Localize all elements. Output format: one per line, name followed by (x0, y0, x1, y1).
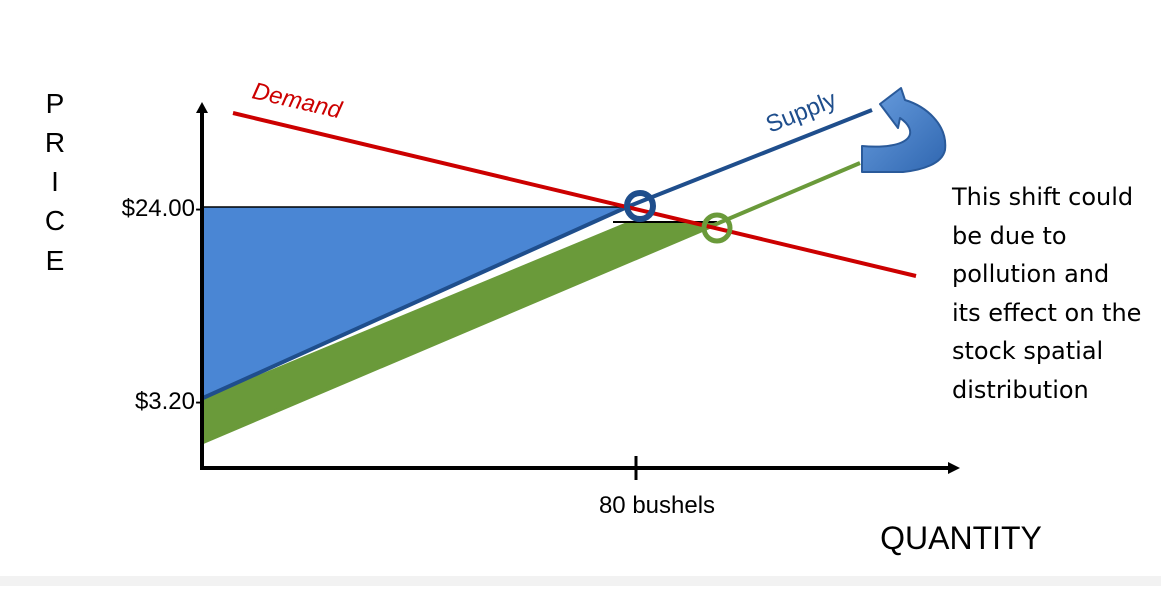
y-axis-arrowhead (196, 102, 208, 113)
annotation-line: its effect on the (952, 298, 1142, 327)
series-line-demand (232, 111, 917, 278)
x-axis-title: QUANTITY (880, 520, 1042, 556)
bottom-band (0, 576, 1161, 586)
annotation-line: stock spatial (952, 337, 1104, 365)
y-tick-label-24: $24.00- (122, 195, 203, 222)
x-tick-label-80: 80 bushels (599, 492, 715, 519)
supply-equilibrium-marker (624, 190, 656, 222)
y-axis-title-letter: R (45, 127, 65, 158)
y-axis-title-letter: E (46, 245, 65, 276)
series-label-demand: Demand (250, 78, 345, 125)
shift-annotation: This shift could be due to pollution and… (952, 178, 1157, 409)
curved-shift-arrow-icon (861, 87, 947, 173)
y-axis-title-letter: P (46, 88, 65, 119)
x-axis-arrowhead (948, 462, 960, 474)
y-axis-title-letter: I (51, 166, 59, 197)
shifted-equilibrium-marker (701, 212, 733, 244)
y-axis-title-letter: C (45, 205, 65, 236)
annotation-line: This shift could (952, 183, 1134, 211)
annotation-line: distribution (952, 375, 1089, 404)
series-line-shifted-supply (202, 161, 861, 444)
series-label-supply: Supply (762, 86, 840, 139)
y-tick-label-3-20: $3.20- (135, 388, 203, 415)
annotation-line: be due to (952, 221, 1067, 250)
y-axis-title: P R I C E (45, 88, 65, 276)
annotation-line: pollution and (952, 260, 1110, 288)
